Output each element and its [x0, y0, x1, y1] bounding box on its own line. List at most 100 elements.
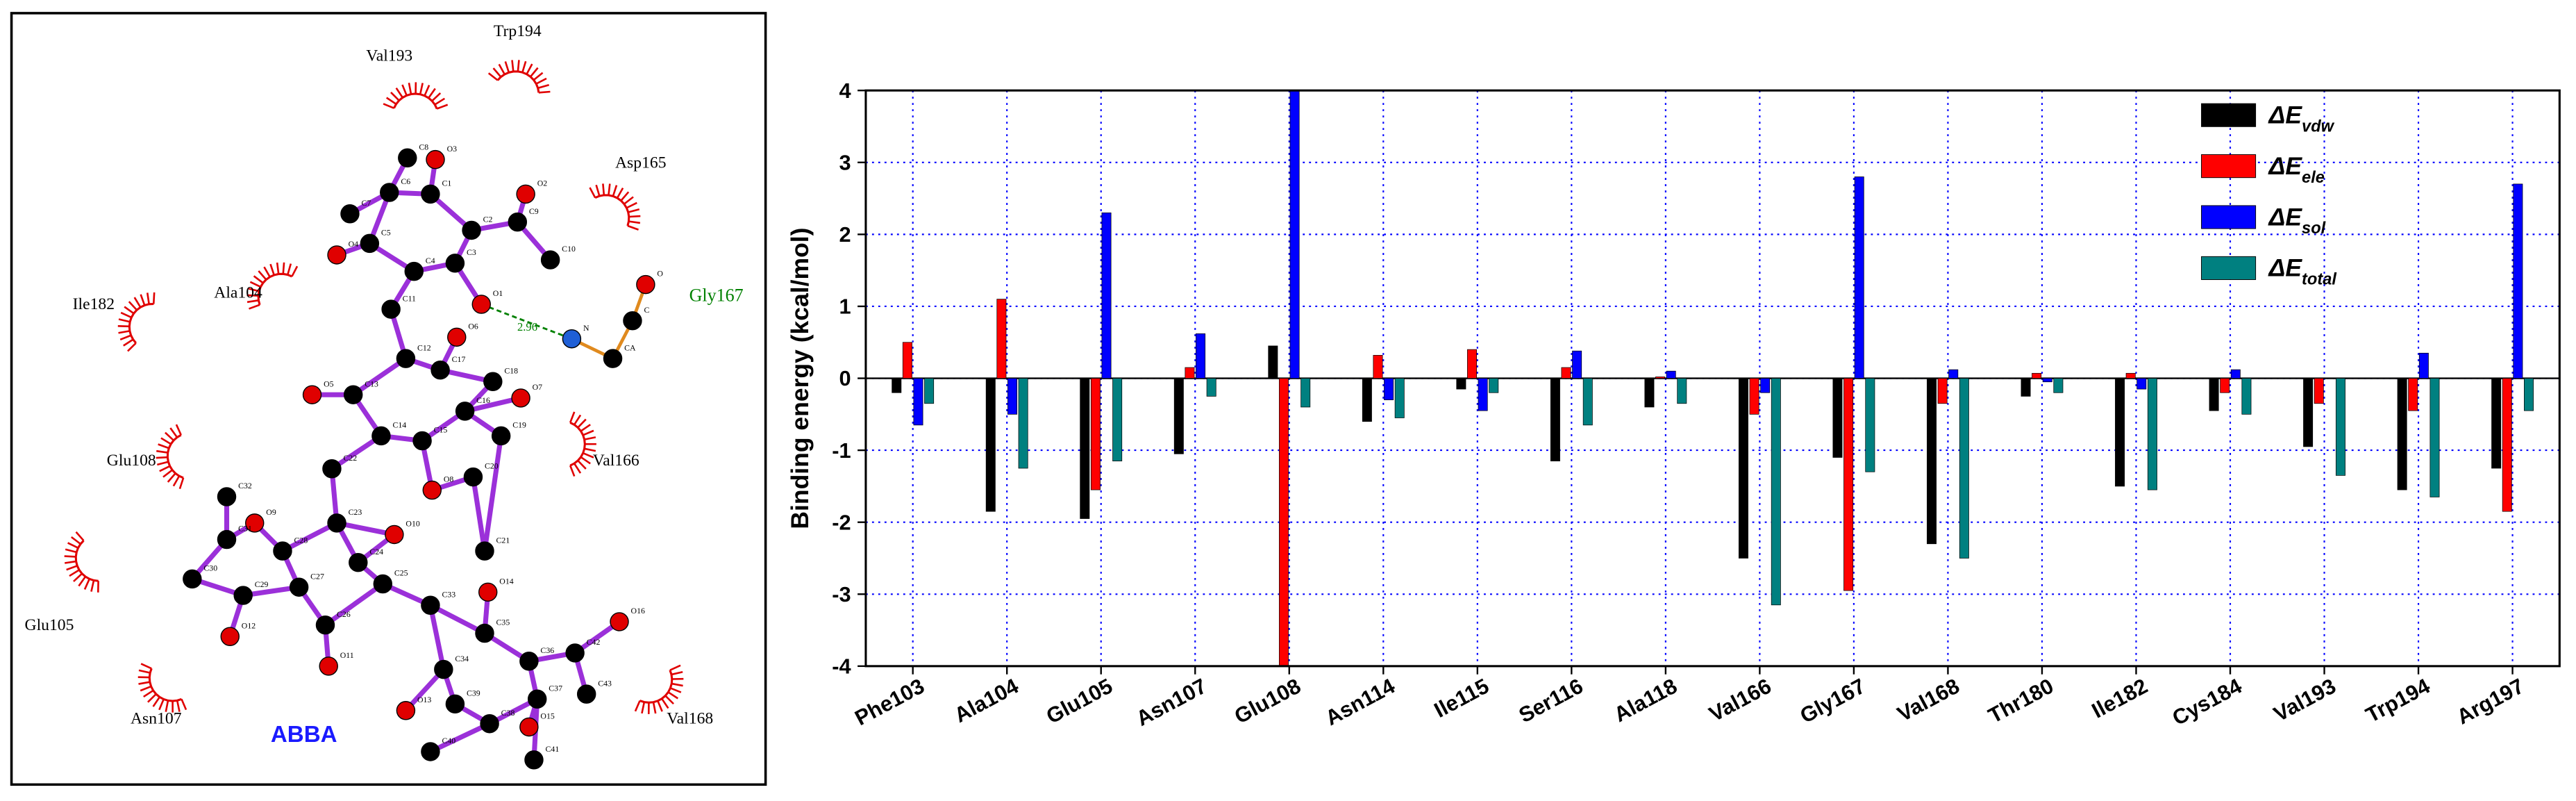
x-tick-label: Ile115 — [1430, 674, 1493, 722]
diagram-frame — [10, 12, 767, 786]
atom-label: C36 — [540, 645, 554, 655]
bar — [1373, 355, 1383, 379]
bar — [1185, 367, 1195, 379]
contact-spike — [626, 201, 637, 209]
residue-label: Asn107 — [131, 710, 182, 728]
bar — [2136, 378, 2147, 390]
bar — [1394, 378, 1405, 418]
bar — [902, 342, 912, 379]
contact-spike — [580, 424, 591, 432]
bar — [2115, 378, 2125, 487]
atom-label: C17 — [452, 354, 466, 364]
contact-spike — [156, 449, 168, 454]
contact-spike — [657, 700, 663, 712]
legend-name: ΔE — [2268, 152, 2303, 180]
legend-swatch — [2201, 103, 2257, 127]
atom-label: C10 — [562, 244, 576, 254]
atom — [343, 385, 363, 404]
contact-spike — [147, 693, 157, 703]
atom-label: C2 — [483, 215, 493, 224]
atom — [381, 299, 401, 319]
bar — [2513, 183, 2523, 379]
contact-spike — [158, 698, 165, 711]
bar — [2335, 378, 2345, 476]
bars — [892, 90, 2534, 666]
contact-spike — [608, 183, 611, 196]
atom — [371, 426, 391, 446]
contact-spike — [667, 691, 678, 700]
bar — [2021, 378, 2031, 397]
atom — [603, 349, 623, 368]
bar — [2220, 378, 2230, 393]
x-tick-label: Val168 — [1893, 674, 1964, 727]
atom-label: C32 — [238, 481, 252, 490]
contact-spike — [160, 437, 172, 445]
contact-spike — [573, 414, 582, 426]
atom — [340, 204, 360, 224]
bar — [892, 378, 902, 393]
atom-label: O — [657, 269, 663, 279]
bar — [1948, 369, 1959, 379]
atom-label: O4 — [349, 239, 359, 249]
bar — [2241, 378, 2252, 415]
bar — [1959, 378, 1969, 559]
bond — [281, 520, 338, 554]
legend-subscript: sol — [2302, 220, 2326, 238]
atom — [322, 459, 342, 479]
contact-spike — [573, 463, 582, 474]
legend-label: ΔEtotal — [2268, 254, 2337, 289]
contact-spike — [146, 292, 150, 305]
atom-label: C39 — [467, 688, 480, 697]
contact-spike — [487, 72, 499, 81]
contact-spike — [577, 460, 587, 470]
x-tick-label: Thr180 — [1984, 674, 2057, 728]
bar — [924, 378, 935, 404]
contact-spike — [73, 572, 83, 582]
residue-label: Val193 — [366, 47, 412, 65]
contact-spike — [67, 542, 79, 549]
x-tick-label: Cys184 — [2168, 674, 2246, 730]
contact-spike — [517, 60, 520, 72]
atom — [422, 480, 442, 500]
bar — [1080, 378, 1090, 519]
bar — [1655, 377, 1666, 379]
atom — [471, 295, 491, 314]
atom-label: O8 — [444, 474, 454, 484]
bond — [428, 604, 446, 670]
bar — [1843, 378, 1854, 591]
atom — [478, 582, 498, 602]
legend-subscript: total — [2302, 271, 2336, 289]
atom — [610, 612, 629, 631]
contact-spike — [530, 67, 539, 78]
x-tick-label: Ile182 — [2088, 674, 2152, 723]
atom-label: CA — [624, 342, 636, 352]
atom-label: C13 — [365, 379, 378, 388]
contact-spike — [64, 555, 76, 558]
atom-label: C31 — [238, 524, 252, 534]
atom — [511, 388, 530, 408]
bond — [429, 603, 486, 636]
legend-swatch — [2201, 256, 2257, 280]
contact-spike — [83, 578, 90, 590]
bar — [1456, 378, 1466, 390]
y-tick-label: -1 — [832, 438, 851, 463]
atom — [540, 250, 560, 270]
contact-spike — [118, 330, 131, 334]
legend-swatch — [2201, 205, 2257, 229]
contact-spike — [127, 342, 137, 352]
bar — [2147, 378, 2157, 490]
contact-spike — [175, 424, 182, 436]
atom-label: C9 — [529, 206, 539, 216]
bar — [1771, 378, 1781, 606]
atom-label: O9 — [266, 507, 276, 517]
bar — [1206, 378, 1216, 397]
atom-label: C30 — [203, 563, 217, 573]
contact-spike — [258, 270, 267, 281]
contact-spike — [595, 184, 601, 197]
x-tick-label: Glu105 — [1042, 674, 1116, 729]
atom — [217, 529, 237, 550]
bar — [1467, 349, 1477, 379]
contact-spike — [395, 87, 403, 99]
contact-spike — [140, 663, 152, 670]
